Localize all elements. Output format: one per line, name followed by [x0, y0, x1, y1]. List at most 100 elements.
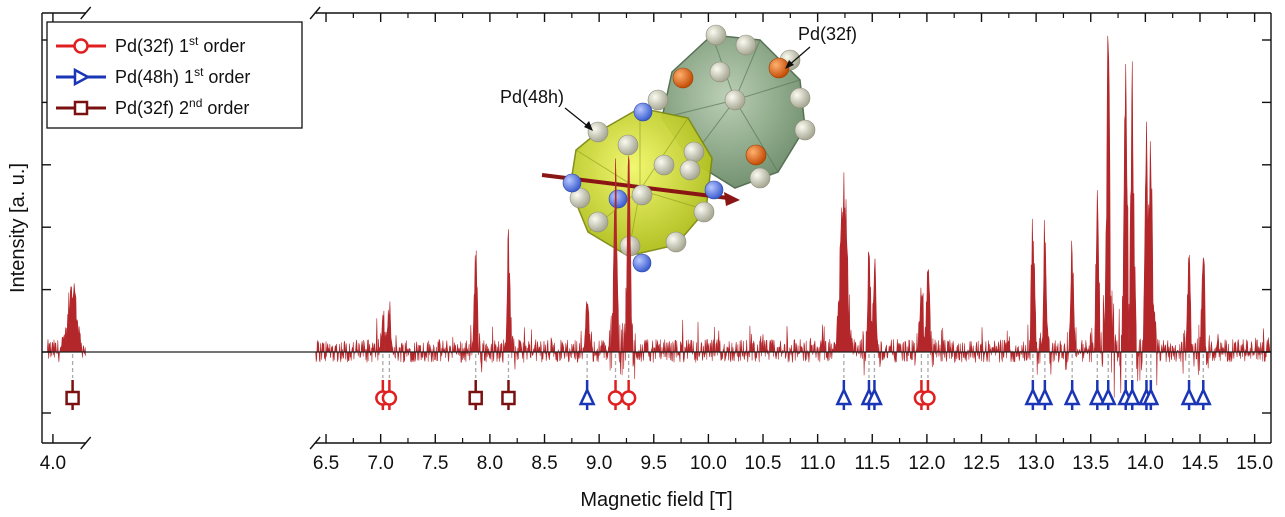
pd-atom — [653, 154, 675, 176]
y-axis-label: Intensity [a. u.] — [7, 163, 29, 293]
annotation-pd32f: Pd(32f) — [798, 24, 857, 44]
marker-circle — [620, 390, 637, 406]
legend-label: Pd(32f) 2nd order — [115, 96, 249, 118]
pd-atom — [647, 89, 669, 111]
marker-circle — [381, 390, 398, 406]
marker-triangle — [578, 387, 596, 406]
x-tick-label: 9.0 — [586, 453, 612, 474]
marker-series-0 — [607, 380, 624, 410]
marker-square — [65, 390, 80, 406]
axis-break — [80, 6, 321, 450]
marker-series-2 — [65, 380, 80, 410]
marker-series-1 — [865, 380, 883, 410]
pd-atom — [789, 87, 811, 109]
x-axis-ticks: 4.0 6.5 7.0 7.5 8.0 8.5 9.0 9.5 10.0 10.5 11.0 11.5… — [40, 13, 1273, 474]
pd-atom — [569, 187, 591, 209]
pd-atom — [735, 34, 757, 56]
pd48h-site-atom — [632, 253, 652, 273]
pd32f-site-atom — [768, 57, 790, 79]
marker-triangle — [1099, 387, 1117, 406]
x-tick-label: 14.5 — [1181, 453, 1218, 474]
x-tick-label: 11.0 — [800, 453, 836, 474]
x-tick-label: 9.5 — [641, 453, 667, 474]
marker-triangle — [1036, 387, 1054, 406]
pd48h-site-atom — [562, 173, 582, 193]
marker-series-1 — [1088, 380, 1106, 410]
legend-item-2: Pd(32f) 2nd order — [56, 96, 249, 118]
pd-atom — [679, 159, 701, 181]
legend-marker-square — [73, 100, 89, 116]
marker-series-1 — [1194, 380, 1212, 410]
pd-atom — [617, 134, 639, 156]
x-tick-label: 10.5 — [745, 453, 782, 474]
pd-atom — [705, 24, 727, 46]
x-tick-label: 8.5 — [531, 453, 557, 474]
marker-circle — [607, 390, 624, 406]
marker-series-2 — [501, 380, 516, 410]
pd-atom — [709, 61, 731, 83]
annotations: Pd(48h) Pd(32f) — [500, 24, 857, 131]
pd48h-site-atom — [704, 180, 724, 200]
marker-circle — [920, 390, 936, 406]
x-tick-label: 6.5 — [313, 453, 339, 474]
marker-series-0 — [620, 380, 637, 410]
marker-square — [468, 390, 483, 406]
legend-item-0: Pd(32f) 1st order — [56, 34, 245, 56]
pd48h-site-atom — [608, 189, 628, 209]
pd-atom — [693, 201, 715, 223]
marker-series-1 — [835, 380, 853, 410]
annotation-pd48h: Pd(48h) — [500, 87, 564, 107]
marker-series-1 — [1063, 380, 1081, 410]
x-tick-label: 12.0 — [908, 453, 945, 474]
pd-atom — [683, 141, 705, 163]
marker-series-1 — [1024, 380, 1042, 410]
x-tick-label: 12.5 — [963, 453, 1000, 474]
x-tick-label: 15.0 — [1236, 453, 1273, 474]
marker-triangle — [1142, 387, 1160, 406]
legend-box — [46, 21, 303, 129]
marker-triangle — [865, 387, 883, 406]
x-tick-label: 7.5 — [422, 453, 448, 474]
marker-series-1 — [1099, 380, 1117, 410]
pd-atom — [587, 121, 609, 143]
marker-square — [501, 390, 516, 406]
x-tick-label: 14.0 — [1127, 453, 1164, 474]
axis-break-mark — [80, 436, 92, 450]
pd32f-site-atom — [672, 67, 694, 89]
x-tick-label: 11.5 — [854, 453, 890, 474]
marker-triangle — [1194, 387, 1212, 406]
legend-label: Pd(32f) 1st order — [115, 34, 245, 56]
crystal-structure-inset — [541, 24, 816, 273]
pd32f-site-atom — [745, 144, 767, 166]
marker-series-0 — [381, 380, 398, 410]
marker-series-1 — [1180, 380, 1198, 410]
x-tick-label: 10.0 — [690, 453, 727, 474]
marker-series-0 — [920, 380, 936, 410]
marker-series-2 — [468, 380, 483, 410]
atoms — [562, 24, 816, 273]
marker-triangle — [1088, 387, 1106, 406]
legend-item-1: Pd(48h) 1st order — [56, 65, 250, 87]
pd-atom — [665, 231, 687, 253]
axis-break-mark — [80, 6, 92, 20]
x-tick-label: 4.0 — [40, 453, 66, 474]
marker-triangle — [1024, 387, 1042, 406]
x-tick-label: 7.0 — [367, 453, 393, 474]
x-tick-label: 13.0 — [1018, 453, 1055, 474]
legend-marker-circle — [73, 38, 89, 54]
marker-triangle — [1180, 387, 1198, 406]
markers — [65, 380, 1212, 410]
legend: Pd(32f) 1st order Pd(48h) 1st order Pd(32f… — [46, 21, 303, 129]
pd-atom — [724, 89, 746, 111]
pd48h-site-atom — [633, 102, 653, 122]
x-axis-label: Magnetic field [T] — [580, 489, 732, 511]
pd-atom — [587, 211, 609, 233]
plot-frame — [41, 12, 1272, 444]
marker-series-1 — [1036, 380, 1054, 410]
pd-atom — [794, 119, 816, 141]
marker-series-1 — [1142, 380, 1160, 410]
marker-triangle — [835, 387, 853, 406]
marker-triangle — [1063, 387, 1081, 406]
peak-guide-lines — [71, 354, 1204, 378]
